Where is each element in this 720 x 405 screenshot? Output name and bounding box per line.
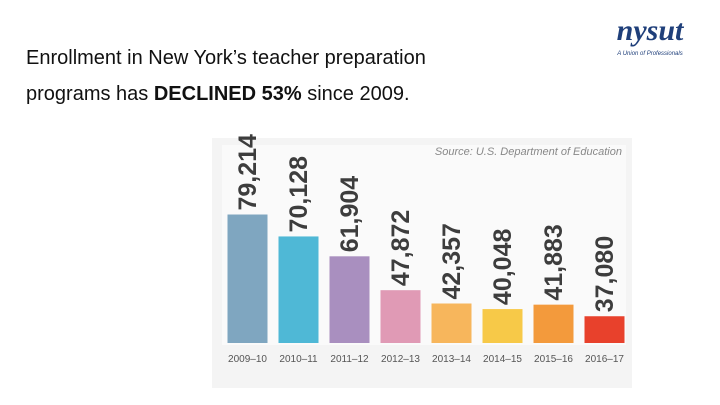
x-tick-label: 2011–12 [330,354,369,365]
bar [533,304,574,343]
value-label: 70,128 [285,156,313,233]
value-label: 40,048 [489,229,517,306]
x-tick-label: 2009–10 [228,354,267,365]
bar [227,214,268,343]
x-tick-label: 2015–16 [534,354,573,365]
x-tick-label: 2010–11 [279,354,318,365]
value-label: 41,883 [540,224,568,300]
bar [482,309,523,343]
value-label: 79,214 [234,134,262,211]
value-label: 37,080 [591,236,619,312]
headline-line-1: Enrollment in New York’s teacher prepara… [26,47,426,69]
x-tick-label: 2014–15 [483,354,522,365]
bar [431,303,472,343]
headline-emphasis: DECLINED 53% [154,83,302,105]
value-label: 42,357 [438,223,466,299]
logo: nysut [617,14,685,47]
x-tick-label: 2016–17 [585,354,624,365]
logo-tagline: A Union of Professionals [616,51,682,57]
bar [584,316,625,343]
headline-text: programs has [26,83,154,105]
bar [278,236,319,343]
headline-text: since 2009. [302,83,410,105]
bar [380,290,421,343]
bar [329,256,370,343]
value-label: 47,872 [387,210,415,286]
x-tick-label: 2012–13 [381,354,420,365]
chart-source: Source: U.S. Department of Education [435,146,622,158]
x-tick-label: 2013–14 [432,354,471,365]
headline-line-2: programs has DECLINED 53% since 2009. [26,83,410,105]
value-label: 61,904 [336,176,364,253]
